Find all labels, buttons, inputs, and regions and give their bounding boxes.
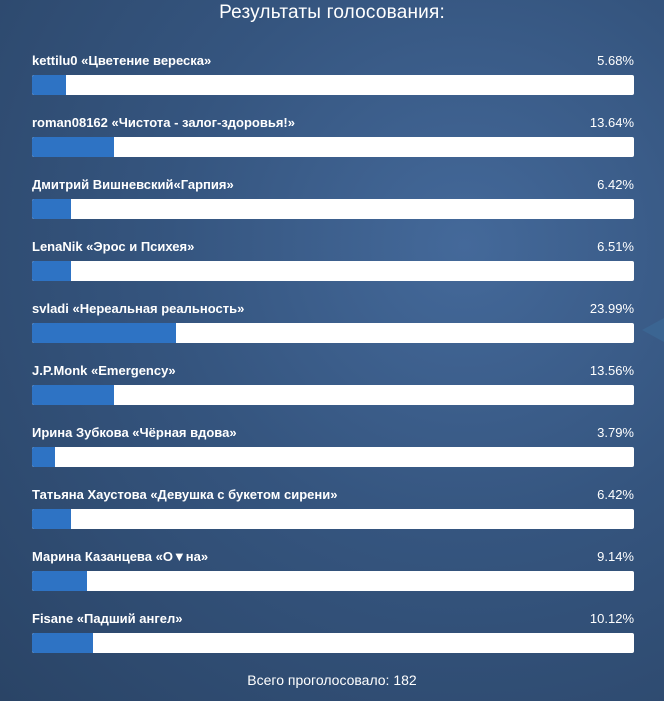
result-percent: 3.79% [597,425,634,440]
result-row: Марина Казанцева «О▼на» 9.14% [32,549,634,611]
result-row: Татьяна Хаустова «Девушка с букетом сире… [32,487,634,549]
result-row: svladi «Нереальная реальность» 23.99% [32,301,634,363]
result-name: Ирина Зубкова «Чёрная вдова» [32,425,237,440]
total-votes-value: 182 [393,672,417,688]
result-bar-fill [32,571,88,591]
result-bar-track [32,509,634,529]
total-votes-label: Всего проголосовало: [247,672,390,688]
results-list: kettilu0 «Цветение вереска» 5.68% roman0… [32,53,634,673]
result-bar-fill [32,385,114,405]
result-name: Марина Казанцева «О▼на» [32,549,209,564]
result-row: Fisane «Падший ангел» 10.12% [32,611,634,673]
result-percent: 9.14% [597,549,634,564]
result-name: Fisane «Падший ангел» [32,611,183,626]
result-bar-track [32,199,634,219]
result-percent: 10.12% [589,611,634,626]
result-row: kettilu0 «Цветение вереска» 5.68% [32,53,634,115]
result-percent: 6.51% [597,239,634,254]
result-bar-fill [32,75,67,95]
result-name: Дмитрий Вишневский«Гарпия» [32,177,234,192]
result-bar-track [32,75,634,95]
result-bar-track [32,571,634,591]
slider-arrow-icon[interactable] [642,318,664,342]
result-row: Дмитрий Вишневский«Гарпия» 6.42% [32,177,634,239]
result-bar-fill [32,323,177,343]
result-bar-fill [32,137,115,157]
result-bar-fill [32,447,55,467]
poll-title: Результаты голосования: [219,2,445,23]
result-row: J.P.Monk «Emergency» 13.56% [32,363,634,425]
result-name: svladi «Нереальная реальность» [32,301,245,316]
result-row: roman08162 «Чистота - залог-здоровья!» 1… [32,115,634,177]
result-bar-fill [32,509,71,529]
result-percent: 6.42% [597,487,634,502]
result-bar-track [32,633,634,653]
result-bar-fill [32,199,71,219]
result-bar-track [32,447,634,467]
result-bar-fill [32,633,93,653]
result-name: kettilu0 «Цветение вереска» [32,53,212,68]
result-bar-track [32,261,634,281]
result-bar-fill [32,261,72,281]
result-name: LenaNik «Эрос и Психея» [32,239,195,254]
result-row: LenaNik «Эрос и Психея» 6.51% [32,239,634,301]
result-name: Татьяна Хаустова «Девушка с букетом сире… [32,487,338,502]
result-percent: 6.42% [597,177,634,192]
total-votes: Всего проголосовало: 182 [0,672,664,688]
result-bar-track [32,385,634,405]
result-bar-track [32,323,634,343]
result-percent: 5.68% [597,53,634,68]
result-percent: 23.99% [589,301,634,316]
result-bar-track [32,137,634,157]
result-percent: 13.56% [589,363,634,378]
result-name: J.P.Monk «Emergency» [32,363,176,378]
result-percent: 13.64% [589,115,634,130]
result-row: Ирина Зубкова «Чёрная вдова» 3.79% [32,425,634,487]
result-name: roman08162 «Чистота - залог-здоровья!» [32,115,295,130]
